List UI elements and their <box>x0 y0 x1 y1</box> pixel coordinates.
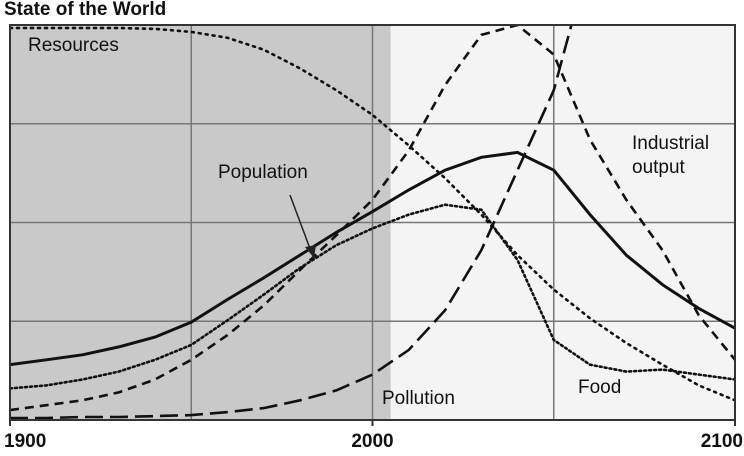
chart-title: State of the World <box>4 0 166 20</box>
arrow-head <box>305 245 316 258</box>
x-tick-label: 2000 <box>351 431 393 452</box>
x-tick-label: 1900 <box>4 431 46 452</box>
series-label: Food <box>578 377 621 398</box>
series-label: Pollution <box>382 388 455 409</box>
plot-frame <box>9 24 736 421</box>
series-label: Industrial output <box>632 133 709 178</box>
series-line <box>10 25 735 412</box>
annotation-arrow <box>289 194 313 255</box>
x-tick-label: 2100 <box>701 431 743 452</box>
series-line <box>10 203 735 390</box>
series-line <box>10 150 735 367</box>
series-label: Population <box>218 162 308 183</box>
series-line <box>10 25 573 420</box>
series-line <box>10 26 735 402</box>
series-label: Resources <box>28 35 119 56</box>
